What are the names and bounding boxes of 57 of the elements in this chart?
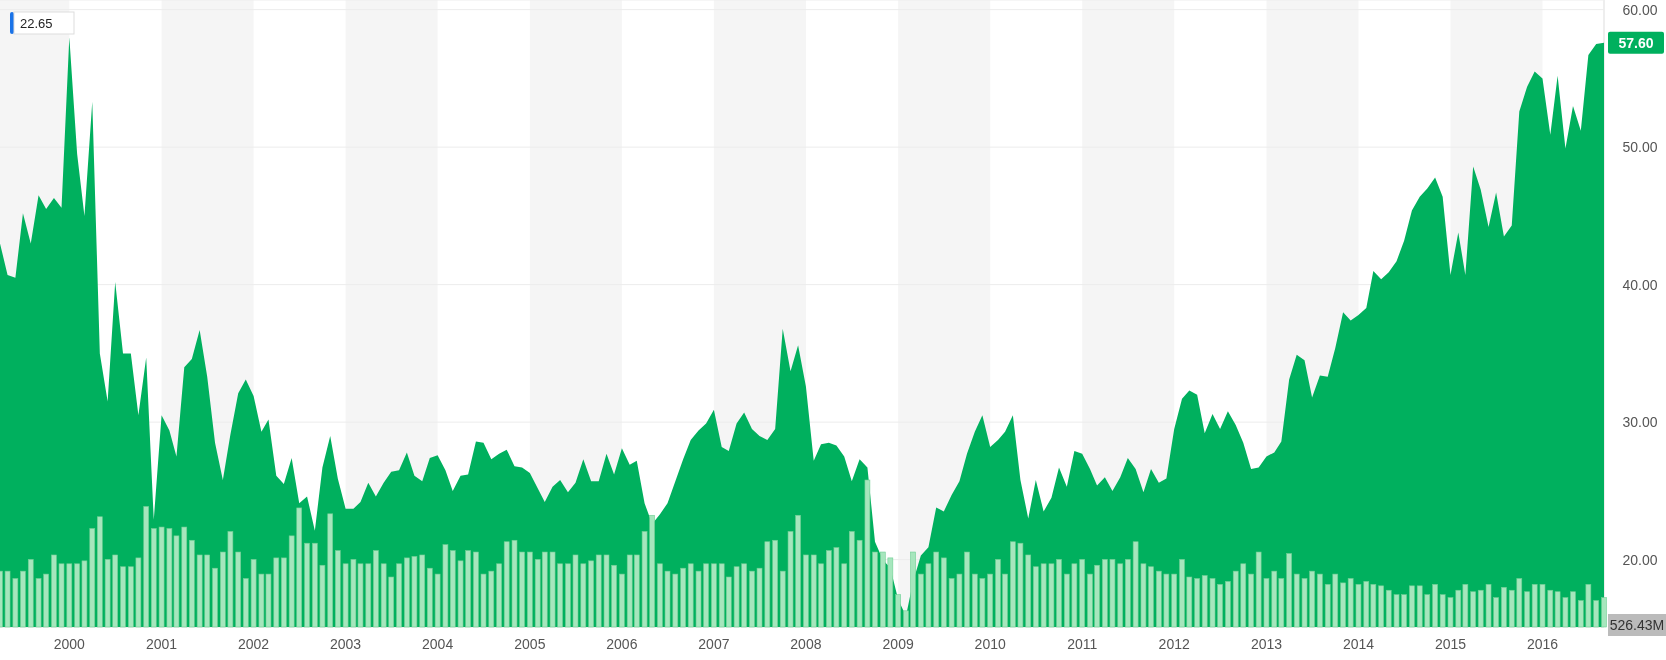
bar — [1248, 573, 1254, 628]
x-tick-label: 2016 — [1526, 636, 1559, 652]
bar — [496, 563, 502, 628]
bar — [711, 563, 717, 628]
bar — [527, 551, 533, 628]
bar — [1225, 581, 1231, 628]
x-tick-label: 2009 — [882, 636, 914, 652]
y-tick-label: 60.00 — [1622, 1, 1658, 18]
bar — [373, 550, 379, 628]
bar — [588, 560, 594, 628]
annotation: 22.65 — [20, 16, 53, 31]
bar — [1194, 578, 1200, 628]
bar — [895, 594, 901, 628]
x-tick-label: 2003 — [330, 636, 362, 652]
y-tick-label: 20.00 — [1622, 551, 1658, 568]
bar — [803, 554, 809, 628]
x-tick-label: 2008 — [790, 636, 822, 652]
annotation: 57.60 — [1618, 34, 1654, 51]
bar — [987, 573, 993, 628]
x-tick-label: 2010 — [974, 636, 1006, 652]
bar — [619, 573, 625, 628]
x-tick-label: 2001 — [146, 636, 178, 652]
bar — [1524, 591, 1530, 628]
x-tick-label: 2012 — [1158, 636, 1190, 652]
x-tick-label: 2007 — [698, 636, 730, 652]
x-tick-label: 2005 — [514, 636, 546, 652]
price-tag: 22.65 — [10, 11, 75, 35]
y-tick-label: 30.00 — [1622, 414, 1658, 431]
x-tick-label: 2000 — [53, 636, 86, 652]
bar — [1470, 591, 1476, 628]
x-tick-label: 2013 — [1250, 636, 1283, 652]
bar — [304, 542, 310, 628]
bar — [1501, 587, 1507, 628]
bar — [1286, 553, 1292, 628]
y-tick-label: 50.00 — [1622, 139, 1658, 156]
x-tick-label: 2011 — [1067, 636, 1098, 652]
text: 526.43M — [1609, 616, 1665, 633]
bar — [1432, 584, 1438, 628]
x-tick-label: 2014 — [1342, 636, 1375, 652]
bar — [212, 567, 218, 628]
x-tick-label: 2015 — [1434, 636, 1467, 652]
bar — [396, 563, 402, 628]
bar — [680, 567, 686, 628]
bar — [120, 566, 126, 628]
bar — [1340, 582, 1346, 628]
bar — [189, 539, 195, 628]
bar — [1409, 585, 1415, 628]
bar — [1317, 573, 1323, 628]
y-tick-label: 40.00 — [1622, 276, 1658, 293]
bar — [1601, 597, 1607, 628]
x-tick-label: 2006 — [606, 636, 638, 652]
x-tick-label: 2004 — [422, 636, 454, 652]
x-tick-label: 2002 — [238, 636, 270, 652]
bar — [1378, 585, 1384, 628]
bar — [772, 539, 778, 628]
bar — [281, 557, 287, 628]
bar — [97, 516, 103, 628]
